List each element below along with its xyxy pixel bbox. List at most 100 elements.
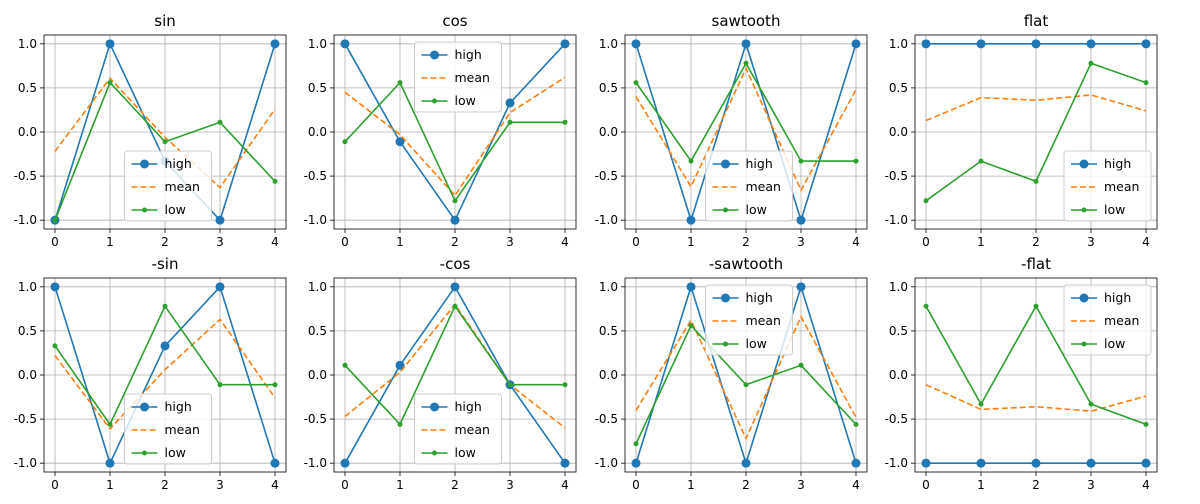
point-high bbox=[50, 282, 60, 292]
legend-label-mean: mean bbox=[455, 70, 490, 85]
x-tick-label: 1 bbox=[977, 235, 985, 249]
x-tick-label: 2 bbox=[742, 478, 750, 492]
point-low bbox=[397, 80, 403, 86]
y-tick-label: -0.5 bbox=[304, 169, 327, 183]
x-tick-label: 0 bbox=[341, 478, 349, 492]
subplot-title: sawtooth bbox=[712, 12, 781, 30]
point-low bbox=[1143, 80, 1149, 86]
point-high bbox=[215, 215, 225, 225]
series-line-mean bbox=[635, 315, 857, 441]
legend-marker-high bbox=[721, 293, 730, 303]
point-high bbox=[1141, 458, 1151, 468]
subplot: 0 1 2 3 4 1.0 0.5 0.0 -0.5 -1.0 flat high mean low bbox=[885, 12, 1158, 249]
point-low bbox=[342, 139, 348, 145]
y-tick-label: 0.0 bbox=[308, 368, 327, 382]
point-low bbox=[633, 441, 639, 447]
point-low bbox=[217, 382, 223, 388]
point-high bbox=[1031, 39, 1041, 49]
y-tick-label: 0.5 bbox=[599, 324, 618, 338]
x-tick-label: 1 bbox=[106, 478, 114, 492]
legend-marker-high bbox=[430, 402, 439, 412]
legend-label-low: low bbox=[746, 202, 767, 217]
point-high bbox=[215, 282, 225, 292]
point-low bbox=[1088, 401, 1094, 407]
y-tick-label: 0.0 bbox=[308, 125, 327, 139]
legend-label-mean: mean bbox=[1104, 313, 1139, 328]
x-tick-label: 2 bbox=[1032, 235, 1040, 249]
point-high bbox=[340, 458, 350, 468]
y-tick-label: 1.0 bbox=[18, 280, 37, 294]
x-tick-label: 3 bbox=[216, 478, 224, 492]
x-tick-label: 0 bbox=[632, 235, 640, 249]
x-tick-label: 4 bbox=[271, 235, 279, 249]
point-high bbox=[921, 39, 931, 49]
subplot-title: -sin bbox=[152, 255, 179, 273]
legend-box bbox=[124, 150, 212, 222]
point-low bbox=[452, 198, 458, 204]
x-tick-label: 3 bbox=[216, 235, 224, 249]
point-low bbox=[1143, 421, 1149, 427]
x-tick-label: 4 bbox=[852, 235, 860, 249]
x-tick-label: 4 bbox=[271, 478, 279, 492]
y-tick-label: -0.5 bbox=[885, 169, 908, 183]
point-low bbox=[853, 158, 859, 164]
legend-marker-high bbox=[1079, 159, 1089, 169]
x-tick-label: 2 bbox=[742, 235, 750, 249]
point-high bbox=[741, 458, 751, 468]
point-low bbox=[562, 119, 568, 125]
legend-marker-low bbox=[1081, 341, 1087, 347]
y-tick-label: -1.0 bbox=[595, 456, 618, 470]
x-tick-label: 4 bbox=[561, 235, 569, 249]
point-low bbox=[633, 80, 639, 86]
subplot-title: flat bbox=[1024, 12, 1049, 30]
x-tick-label: 2 bbox=[161, 478, 169, 492]
subplot: 0 1 2 3 4 1.0 0.5 0.0 -0.5 -1.0 -sawtooth high mean l… bbox=[595, 255, 868, 492]
x-tick-label: 3 bbox=[1087, 235, 1095, 249]
point-low bbox=[562, 382, 568, 388]
legend-label-low: low bbox=[455, 93, 476, 108]
point-high bbox=[796, 215, 806, 225]
point-low bbox=[107, 80, 113, 86]
point-low bbox=[162, 139, 168, 145]
x-tick-label: 0 bbox=[632, 478, 640, 492]
x-tick-label: 3 bbox=[1087, 478, 1095, 492]
y-tick-label: -1.0 bbox=[14, 456, 37, 470]
subplot: 0 1 2 3 4 1.0 0.5 0.0 -0.5 -1.0 -cos high mean low bbox=[304, 255, 577, 492]
subplot: 0 1 2 3 4 1.0 0.5 0.0 -0.5 -1.0 -flat high mean low bbox=[885, 255, 1158, 492]
series-line-mean bbox=[925, 94, 1147, 122]
legend-marker-low bbox=[723, 207, 728, 213]
legend-label-high: high bbox=[165, 156, 192, 171]
legend-box bbox=[124, 393, 212, 465]
point-low bbox=[853, 421, 859, 427]
point-high bbox=[1086, 458, 1096, 468]
legend: high mean low bbox=[705, 284, 793, 356]
x-tick-label: 3 bbox=[506, 235, 514, 249]
y-tick-label: -0.5 bbox=[14, 169, 37, 183]
legend-marker-high bbox=[430, 50, 439, 60]
point-high bbox=[340, 39, 350, 49]
legend-box bbox=[705, 284, 793, 356]
x-tick-label: 0 bbox=[922, 478, 930, 492]
point-high bbox=[505, 98, 515, 108]
x-tick-label: 4 bbox=[852, 478, 860, 492]
y-tick-label: -1.0 bbox=[885, 213, 908, 227]
y-tick-label: 1.0 bbox=[308, 280, 327, 294]
series-line-mean bbox=[54, 76, 276, 189]
point-high bbox=[450, 215, 460, 225]
y-tick-label: -0.5 bbox=[885, 412, 908, 426]
point-high bbox=[741, 39, 751, 49]
y-tick-label: -1.0 bbox=[595, 213, 618, 227]
point-high bbox=[851, 39, 861, 49]
legend-label-high: high bbox=[455, 399, 482, 414]
point-low bbox=[923, 198, 929, 204]
legend: high mean low bbox=[414, 41, 502, 113]
point-low bbox=[507, 119, 513, 125]
x-tick-label: 2 bbox=[451, 235, 459, 249]
legend-box bbox=[414, 393, 502, 465]
legend: high mean low bbox=[414, 393, 502, 465]
y-tick-label: 1.0 bbox=[599, 280, 618, 294]
x-tick-label: 2 bbox=[161, 235, 169, 249]
y-tick-label: 0.0 bbox=[599, 368, 618, 382]
point-low bbox=[162, 303, 168, 309]
y-tick-label: 0.5 bbox=[18, 324, 37, 338]
